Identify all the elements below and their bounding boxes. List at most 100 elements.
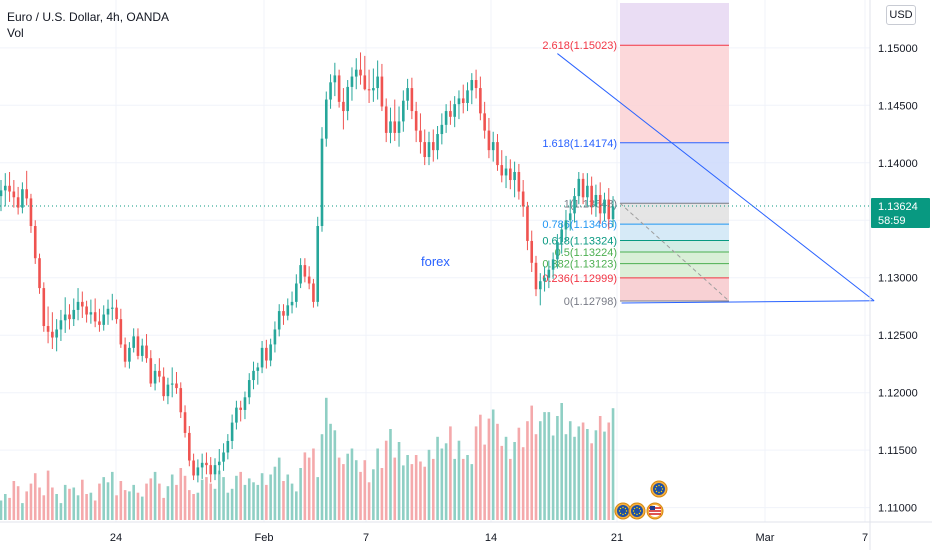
candle-body <box>256 367 260 371</box>
eu-star <box>618 510 621 512</box>
volume-bar <box>509 458 512 520</box>
candle-body <box>226 440 230 453</box>
candle-body <box>63 314 67 321</box>
eu-star <box>636 506 638 509</box>
volume-bar <box>372 469 375 520</box>
fib-zone <box>620 263 729 278</box>
candle-body <box>526 206 529 241</box>
time-tick-label: 24 <box>110 532 122 544</box>
candle-body <box>384 106 388 133</box>
candle-body <box>457 98 461 105</box>
candle <box>611 196 615 228</box>
eu-star <box>638 507 641 510</box>
candle <box>29 193 33 233</box>
candle <box>76 288 80 321</box>
volume-bar <box>205 477 208 520</box>
candle-body <box>376 76 379 89</box>
volume-label: Vol <box>7 26 24 40</box>
volume-bar <box>320 434 324 520</box>
eu-event-marker-2[interactable] <box>628 502 646 520</box>
candle <box>303 258 307 283</box>
us-event-marker[interactable] <box>646 502 664 520</box>
eu-event-marker-3[interactable] <box>650 480 668 498</box>
descending-resistance-line[interactable] <box>557 53 875 302</box>
candle <box>63 297 67 333</box>
candle <box>466 82 469 112</box>
volume-bar <box>277 457 281 520</box>
candle-body <box>158 370 161 377</box>
volume-bar <box>367 482 371 520</box>
eu-star <box>655 490 658 493</box>
volume-bar <box>551 435 555 520</box>
candle <box>16 186 20 215</box>
fib-trend-line <box>619 202 730 302</box>
eu-star <box>658 484 660 487</box>
price-badge-countdown: 58:59 <box>878 215 906 227</box>
candle <box>235 400 238 430</box>
eu-star <box>622 506 624 509</box>
price-axis[interactable]: 1.150001.145001.140001.135001.130001.125… <box>869 0 918 550</box>
eu-star <box>625 510 628 512</box>
candle-body <box>586 185 589 198</box>
eu-flag-icon <box>631 505 643 517</box>
eu-star <box>633 507 636 510</box>
candle <box>38 253 41 294</box>
candle-body <box>551 259 555 270</box>
candle-body <box>110 307 114 309</box>
candle-body <box>235 407 238 423</box>
volume-bar <box>102 477 106 520</box>
volume-bar <box>260 473 264 520</box>
fib-level-label: 0.618(1.13324) <box>542 235 617 247</box>
candle-body <box>504 168 508 176</box>
candle-body <box>68 314 71 320</box>
eu-star <box>622 513 624 516</box>
candle-body <box>175 383 178 389</box>
candle <box>568 199 572 231</box>
fib-zone <box>620 277 729 301</box>
candle <box>423 129 427 166</box>
volume-bar <box>350 448 354 520</box>
volume-bar <box>564 434 568 520</box>
candle-body <box>307 276 311 284</box>
candle-body <box>590 185 593 207</box>
volume-bar <box>491 409 495 520</box>
time-axis[interactable]: 24 Feb 7 14 21 Mar 7 <box>0 521 932 544</box>
candle <box>179 382 183 418</box>
volume-bar <box>342 464 345 520</box>
candle <box>136 328 140 360</box>
candle <box>551 252 555 279</box>
volume-bar <box>449 426 452 520</box>
candle <box>594 184 598 217</box>
candle <box>453 96 456 128</box>
volume-bar <box>63 484 67 520</box>
volume-bar <box>337 457 341 520</box>
volume-bar <box>106 482 110 520</box>
candle-body <box>76 301 80 310</box>
candle-body <box>483 113 486 131</box>
volume-bar <box>496 423 499 520</box>
candle <box>243 391 247 420</box>
volume-bar <box>307 457 311 520</box>
candle-body <box>115 307 118 320</box>
price-tick-label: 1.14500 <box>878 100 918 112</box>
volume-bar <box>243 484 247 520</box>
candle-body <box>389 121 392 133</box>
eu-event-marker-1[interactable] <box>614 502 632 520</box>
currency-button[interactable]: USD <box>886 5 916 25</box>
candle <box>145 334 148 363</box>
eu-star <box>658 491 660 494</box>
fib-level-label: 0.382(1.13123) <box>542 259 617 271</box>
horizontal-support-line[interactable] <box>621 300 875 304</box>
volume-bar <box>363 460 367 520</box>
candle <box>603 192 606 222</box>
volume-bar <box>200 479 204 520</box>
candle-body <box>85 306 88 315</box>
candle-body <box>568 213 572 221</box>
volume-bar <box>42 495 46 520</box>
candle <box>590 176 593 215</box>
candle-body <box>89 312 93 315</box>
candle-body <box>303 265 307 277</box>
candle-body <box>444 111 448 125</box>
